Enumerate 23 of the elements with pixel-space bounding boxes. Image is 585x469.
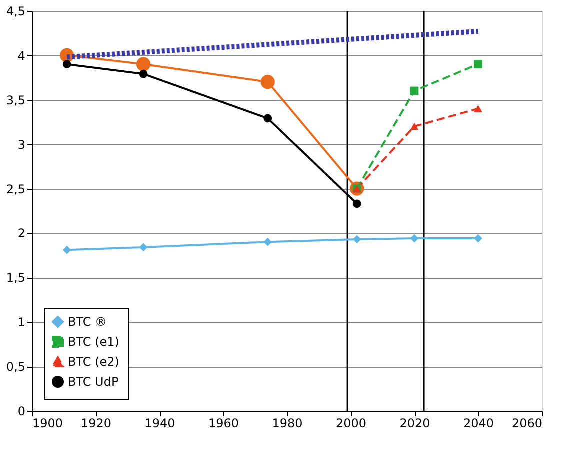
y-tick-label: 4,5 [6,4,26,18]
x-tick-label: 1980 [272,416,303,430]
y-tick-label: 1 [18,316,26,330]
x-tick-label: 1900 [32,416,64,430]
legend-label: BTC (e1) [68,335,120,349]
x-tick-label: 2060 [512,416,542,430]
y-tick-label: 4 [18,48,26,63]
legend-label: BTC ® [68,315,108,329]
x-tick-label: 2020 [400,416,430,430]
y-tick-label: 1,5 [6,271,26,286]
y-tick-label: 2 [18,226,26,241]
legend-label: BTC UdP [68,375,119,389]
y-tick-label: 0 [18,404,26,418]
y-tick-label: 3 [18,138,26,152]
x-tick-label: 1960 [208,416,240,430]
x-tick-label: 2040 [463,416,494,430]
x-tick-label: 1920 [80,416,112,430]
x-tick-label: 2000 [336,416,367,430]
y-tick-label: 0,5 [6,360,26,374]
legend-label: BTC (e2) [68,355,120,369]
y-tick-label: 2,5 [6,182,26,196]
x-tick-label: 1940 [144,416,176,430]
y-tick-label: 3,5 [6,93,26,108]
